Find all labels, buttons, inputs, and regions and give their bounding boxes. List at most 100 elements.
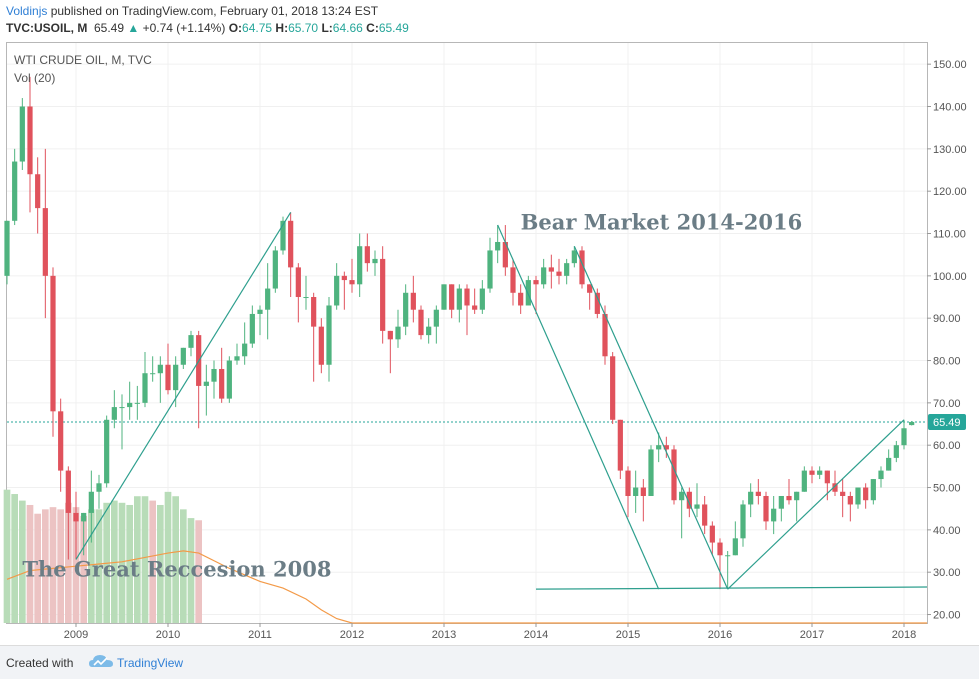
- candle: [579, 246, 585, 289]
- candle: [418, 305, 424, 340]
- change-value: +0.74 (+1.14%): [142, 21, 226, 35]
- volume-label: Vol (20): [14, 71, 55, 85]
- volume-bar: [149, 500, 156, 623]
- candle: [111, 390, 117, 429]
- candle: [219, 347, 225, 403]
- candle: [96, 474, 102, 509]
- open-label: O:: [228, 21, 243, 35]
- candle-body: [4, 220, 10, 276]
- volume-bar: [180, 509, 187, 623]
- candle-body: [832, 483, 838, 492]
- candle-body: [771, 508, 777, 522]
- candle: [173, 356, 179, 408]
- candle-body: [257, 309, 263, 314]
- last-price-tag-text: 65.49: [933, 417, 961, 429]
- candle-body: [188, 335, 194, 348]
- candle: [495, 225, 501, 264]
- volume-bar: [111, 500, 118, 623]
- candle: [717, 538, 723, 590]
- candle: [326, 297, 332, 382]
- candle-body: [686, 491, 692, 509]
- trend-line[interactable]: [535, 586, 928, 590]
- x-tick-label: 2009: [64, 629, 88, 641]
- candle-body: [640, 487, 646, 496]
- candle-body: [625, 470, 631, 496]
- trend-line[interactable]: [75, 212, 292, 560]
- candle: [763, 491, 769, 530]
- candle-body: [740, 504, 746, 539]
- candle: [157, 356, 163, 403]
- candle-body: [472, 305, 478, 310]
- volume-bar: [195, 520, 202, 623]
- symbol-label: TVC:USOIL, M: [6, 21, 88, 35]
- candle: [502, 225, 508, 276]
- candle-body: [763, 495, 769, 522]
- candle: [119, 394, 125, 450]
- candle: [594, 288, 600, 319]
- candle: [334, 263, 340, 310]
- volume-bar: [157, 504, 164, 623]
- candle-body: [824, 470, 830, 484]
- last-price: 65.49: [94, 21, 125, 35]
- tradingview-link[interactable]: TradingView: [117, 656, 184, 670]
- trend-lines: [75, 212, 928, 590]
- candle-body: [58, 411, 64, 471]
- candle: [303, 275, 309, 310]
- candle-body: [334, 275, 340, 306]
- candle-body: [127, 402, 133, 408]
- price-chart[interactable]: 150.00 140.00 130.00 120.00 110.00 100.00 90.0…: [0, 0, 979, 645]
- candle: [771, 495, 777, 535]
- candle-body: [111, 407, 117, 420]
- y-tick-label: 70.00: [933, 398, 961, 410]
- trend-line[interactable]: [573, 245, 729, 590]
- candle-body: [817, 470, 823, 475]
- author-link[interactable]: Voldinjs: [6, 4, 48, 18]
- candle: [410, 275, 416, 323]
- candle-body: [441, 284, 447, 310]
- candle: [886, 449, 892, 471]
- y-tick-label: 140.00: [933, 102, 967, 114]
- candle-body: [801, 470, 807, 492]
- publish-info: published on TradingView.com, February 0…: [47, 4, 379, 18]
- volume-bar: [19, 500, 26, 623]
- y-tick-label: 120.00: [933, 186, 967, 198]
- candle-body: [219, 368, 225, 399]
- y-tick-label: 30.00: [933, 567, 961, 579]
- candle: [4, 220, 10, 285]
- tradingview-cloud-icon[interactable]: [88, 653, 114, 674]
- candle: [832, 470, 838, 496]
- candle: [211, 360, 217, 399]
- candle-body: [901, 428, 907, 446]
- candle-body: [96, 483, 102, 492]
- candle-body: [840, 491, 846, 496]
- candle: [640, 479, 646, 522]
- trend-line[interactable]: [497, 224, 660, 590]
- candle-body: [165, 364, 171, 391]
- candle: [472, 288, 478, 314]
- candle: [732, 521, 738, 556]
- candle: [456, 284, 462, 323]
- candle-body: [134, 402, 140, 404]
- candle: [288, 212, 294, 298]
- candle-body: [272, 250, 278, 289]
- candle-body: [180, 347, 186, 365]
- trend-line[interactable]: [727, 419, 905, 590]
- candle-body: [548, 267, 554, 272]
- candle-body: [518, 292, 524, 306]
- y-tick-label: 40.00: [933, 525, 961, 537]
- candle-body: [533, 280, 539, 285]
- candle-body: [594, 292, 600, 314]
- annotation-text: The Great Reccesion 2008: [22, 556, 331, 581]
- candle-body: [794, 491, 800, 501]
- candle: [587, 284, 593, 310]
- candle: [564, 258, 570, 285]
- y-tick-label: 20.00: [933, 610, 961, 622]
- candle: [165, 343, 171, 395]
- x-tick-label: 2015: [616, 629, 640, 641]
- candle-body: [19, 106, 25, 162]
- candle: [801, 466, 807, 492]
- candle-body: [42, 208, 48, 276]
- candle: [755, 479, 761, 505]
- candle: [318, 318, 324, 374]
- x-tick-label: 2017: [800, 629, 824, 641]
